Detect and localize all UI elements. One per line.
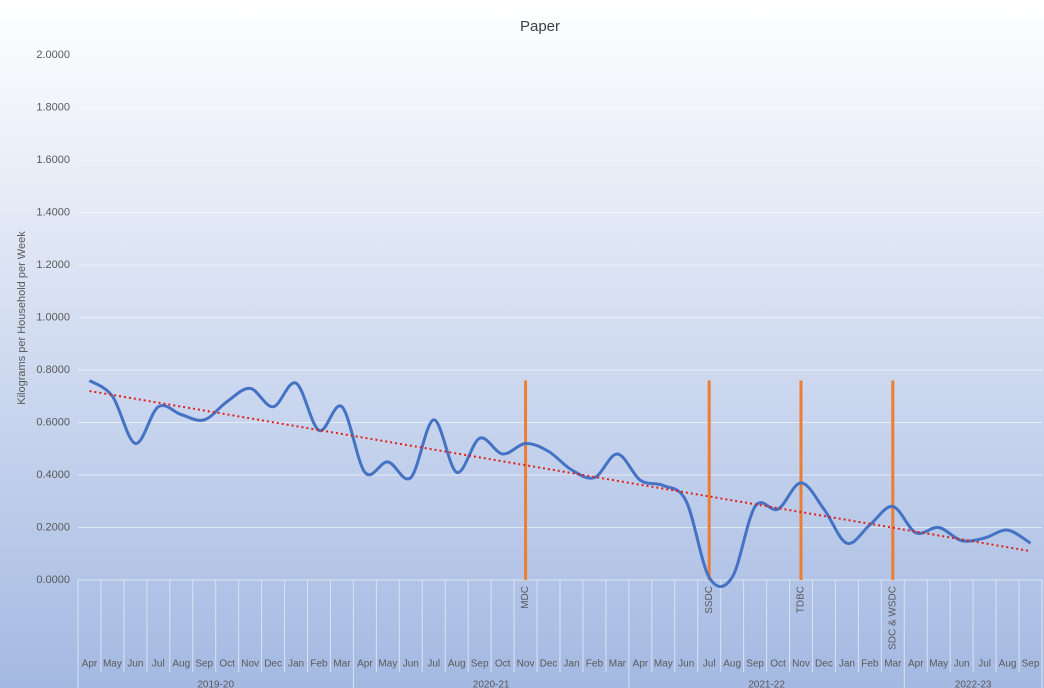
x-tick-label: Oct [219,659,235,670]
x-tick-label: Feb [586,659,604,670]
x-tick-label: Jul [703,659,716,670]
y-tick-label: 0.0000 [36,574,70,586]
y-tick-label: 1.4000 [36,206,70,218]
x-tick-label: Aug [172,659,190,670]
trendline [89,390,1031,553]
x-tick-label: Jan [839,659,855,670]
x-tick-label: Jul [427,659,440,670]
x-tick-label: Nov [792,659,810,670]
y-tick-label: 1.2000 [36,259,70,271]
y-tick-label: 1.0000 [36,311,70,323]
x-tick-label: Sep [195,659,213,670]
x-tick-label: Jun [678,659,694,670]
y-tick-label: 0.4000 [36,469,70,481]
x-tick-label: Jun [127,659,143,670]
x-tick-label: Jun [403,659,419,670]
x-tick-label: Feb [310,659,328,670]
y-tick-label: 1.6000 [36,154,70,166]
group-label: 2019-20 [197,680,234,688]
x-tick-label: Aug [448,659,466,670]
group-label: 2022-23 [955,680,992,688]
x-tick-label: Jan [563,659,579,670]
x-tick-label: May [654,659,673,670]
x-tick-label: Aug [723,659,741,670]
x-tick-label: Sep [1022,659,1040,670]
x-tick-label: Apr [357,659,373,670]
x-tick-label: Sep [746,659,764,670]
x-tick-label: Nov [517,659,535,670]
x-tick-label: Nov [241,659,259,670]
x-tick-label: Feb [861,659,879,670]
x-tick-label: Apr [908,659,924,670]
x-tick-label: Mar [884,659,902,670]
x-tick-label: Apr [82,659,98,670]
group-label: 2021-22 [748,680,785,688]
x-tick-label: May [103,659,122,670]
data-line [88,379,1032,589]
y-tick-label: 1.8000 [36,101,70,113]
x-tick-label: Jan [288,659,304,670]
chart-title: Paper [520,18,560,35]
x-tick-label: Oct [495,659,511,670]
y-tick-label: 2.0000 [36,49,70,61]
x-tick-label: Oct [770,659,786,670]
x-tick-label: Apr [633,659,649,670]
x-tick-label: Jun [954,659,970,670]
x-tick-label: Jul [152,659,165,670]
x-tick-label: Mar [609,659,627,670]
group-label: 2020-21 [473,680,510,688]
annotation-label: SSDC [704,586,715,614]
annotation-label: TDBC [796,586,807,613]
y-tick-label: 0.8000 [36,364,70,376]
x-tick-label: May [929,659,948,670]
y-axis-label: Kilograms per Household per Week [16,231,28,405]
x-tick-label: Aug [999,659,1017,670]
x-tick-label: May [378,659,397,670]
x-tick-label: Dec [264,659,282,670]
x-tick-label: Jul [978,659,991,670]
y-tick-label: 0.6000 [36,416,70,428]
annotation-label: MDC [520,586,531,609]
x-tick-label: Dec [540,659,558,670]
y-tick-label: 0.2000 [36,521,70,533]
x-tick-label: Sep [471,659,489,670]
x-tick-label: Mar [333,659,351,670]
x-tick-label: Dec [815,659,833,670]
annotation-label: SDC & WSDC [887,586,898,650]
